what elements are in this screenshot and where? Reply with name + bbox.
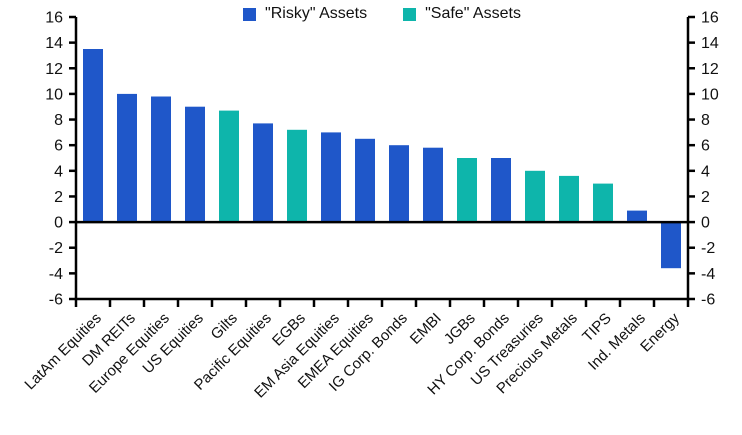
bar-em-asia-equities [321,132,341,223]
bar-embi [423,147,443,222]
bar-ig-corp-bonds [389,145,409,223]
bar-ind-metals [627,210,647,223]
legend: "Risky" Assets "Safe" Assets [76,5,688,23]
legend-swatch-safe-icon [403,7,417,21]
y-axis-label-left: 12 [45,61,63,78]
bar-egbs [287,129,307,223]
bar-latam-equities [83,49,103,222]
y-axis-label-left: 0 [54,215,63,232]
legend-swatch-risky-icon [243,7,257,21]
y-axis-label-right: 8 [701,112,710,129]
legend-item-risky: "Risky" Assets [243,5,367,23]
y-axis-label-left: 2 [54,189,63,206]
y-axis-label-left: 10 [45,86,63,103]
y-axis-label-right: -4 [701,266,715,283]
bar-gilts [219,110,239,223]
legend-item-safe: "Safe" Assets [403,5,521,23]
y-axis-label-left: -4 [49,266,63,283]
y-axis-label-right: 4 [701,163,710,180]
bar-hy-corp-bonds [491,158,511,223]
y-axis-label-right: -2 [701,240,715,257]
bar-us-treasuries [525,170,545,223]
bar-emea-equities [355,138,375,223]
bar-energy [661,222,681,269]
bar-dm-reits [117,93,137,223]
y-axis-label-right: 12 [701,61,719,78]
bar-tips [593,183,613,223]
y-axis-label-left: -2 [49,240,63,257]
bar-europe-equities [151,96,171,223]
legend-label-risky: "Risky" Assets [265,5,368,22]
y-axis-label-left: 6 [54,138,63,155]
y-axis-label-right: 0 [701,215,710,232]
y-axis-label-left: 14 [45,35,63,52]
y-axis-label-right: 2 [701,189,710,206]
y-axis-label-left: 4 [54,163,63,180]
y-axis-label-right: 16 [701,10,719,27]
legend-label-safe: "Safe" Assets [425,5,521,22]
y-axis-label-right: -6 [701,292,715,309]
y-axis-label-left: 16 [45,10,63,27]
y-axis-label-right: 6 [701,138,710,155]
bar-pacific-equities [253,123,273,223]
y-axis-label-left: -6 [49,292,63,309]
y-axis-label-right: 14 [701,35,719,52]
y-axis-label-right: 10 [701,86,719,103]
x-axis-label-energy: Energy [637,309,683,355]
x-axis-label-embi: EMBI [407,310,445,348]
bar-us-equities [185,106,205,223]
bar-jgbs [457,158,477,223]
bar-precious-metals [559,175,579,222]
y-axis-label-left: 8 [54,112,63,129]
